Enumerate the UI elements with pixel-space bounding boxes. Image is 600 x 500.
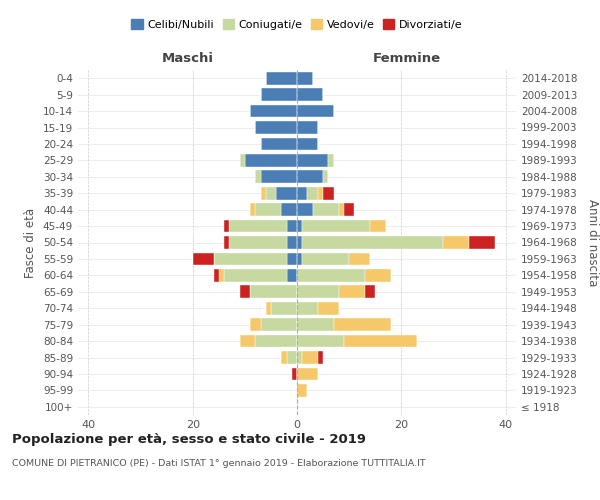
Bar — [260, 138, 297, 150]
Bar — [297, 252, 302, 266]
Bar — [297, 236, 302, 249]
Bar — [323, 170, 328, 183]
Bar — [469, 236, 495, 249]
Bar — [297, 269, 365, 282]
Bar — [287, 351, 297, 364]
Bar — [266, 72, 297, 85]
Bar — [297, 88, 323, 101]
Bar — [276, 187, 297, 200]
Bar — [260, 187, 266, 200]
Text: Femmine: Femmine — [373, 52, 440, 65]
Bar — [349, 252, 370, 266]
Bar — [271, 302, 297, 314]
Bar — [224, 269, 287, 282]
Bar — [250, 318, 260, 331]
Bar — [365, 269, 391, 282]
Bar — [297, 154, 328, 167]
Bar — [260, 88, 297, 101]
Text: Maschi: Maschi — [161, 52, 214, 65]
Bar — [297, 203, 313, 216]
Bar — [318, 187, 323, 200]
Bar — [260, 318, 297, 331]
Text: Popolazione per età, sesso e stato civile - 2019: Popolazione per età, sesso e stato civil… — [12, 432, 366, 446]
Bar — [287, 220, 297, 232]
Y-axis label: Fasce di età: Fasce di età — [25, 208, 37, 278]
Bar — [297, 384, 307, 397]
Bar — [250, 203, 255, 216]
Bar — [297, 170, 323, 183]
Bar — [250, 104, 297, 118]
Bar — [297, 286, 339, 298]
Bar — [297, 104, 334, 118]
Bar — [266, 302, 271, 314]
Bar — [297, 220, 302, 232]
Bar — [224, 220, 229, 232]
Bar — [193, 252, 214, 266]
Bar — [318, 302, 339, 314]
Bar — [307, 187, 318, 200]
Bar — [302, 220, 370, 232]
Bar — [297, 187, 307, 200]
Bar — [229, 220, 287, 232]
Bar — [255, 121, 297, 134]
Text: COMUNE DI PIETRANICO (PE) - Dati ISTAT 1° gennaio 2019 - Elaborazione TUTTITALIA: COMUNE DI PIETRANICO (PE) - Dati ISTAT 1… — [12, 459, 425, 468]
Bar — [297, 351, 302, 364]
Bar — [328, 154, 334, 167]
Bar — [255, 170, 260, 183]
Bar — [214, 252, 287, 266]
Bar — [239, 286, 250, 298]
Legend: Celibi/Nubili, Coniugati/e, Vedovi/e, Divorziati/e: Celibi/Nubili, Coniugati/e, Vedovi/e, Di… — [129, 17, 465, 32]
Bar — [339, 286, 365, 298]
Bar — [443, 236, 469, 249]
Bar — [313, 203, 339, 216]
Bar — [334, 318, 391, 331]
Bar — [245, 154, 297, 167]
Bar — [281, 203, 297, 216]
Bar — [297, 72, 313, 85]
Bar — [297, 318, 334, 331]
Bar — [318, 351, 323, 364]
Bar — [370, 220, 386, 232]
Bar — [281, 351, 287, 364]
Bar — [287, 269, 297, 282]
Bar — [266, 187, 276, 200]
Bar — [302, 252, 349, 266]
Bar — [255, 334, 297, 347]
Bar — [250, 286, 297, 298]
Bar — [260, 170, 297, 183]
Y-axis label: Anni di nascita: Anni di nascita — [586, 199, 599, 286]
Bar — [239, 154, 245, 167]
Bar — [297, 368, 318, 380]
Bar — [239, 334, 255, 347]
Bar — [292, 368, 297, 380]
Bar — [302, 351, 318, 364]
Bar — [219, 269, 224, 282]
Bar — [297, 302, 318, 314]
Bar — [255, 203, 281, 216]
Bar — [297, 138, 318, 150]
Bar — [287, 252, 297, 266]
Bar — [344, 334, 417, 347]
Bar — [287, 236, 297, 249]
Bar — [365, 286, 375, 298]
Bar — [323, 187, 334, 200]
Bar — [224, 236, 229, 249]
Bar — [297, 121, 318, 134]
Bar — [302, 236, 443, 249]
Bar — [339, 203, 344, 216]
Bar — [344, 203, 355, 216]
Bar — [214, 269, 219, 282]
Bar — [229, 236, 287, 249]
Bar — [297, 334, 344, 347]
